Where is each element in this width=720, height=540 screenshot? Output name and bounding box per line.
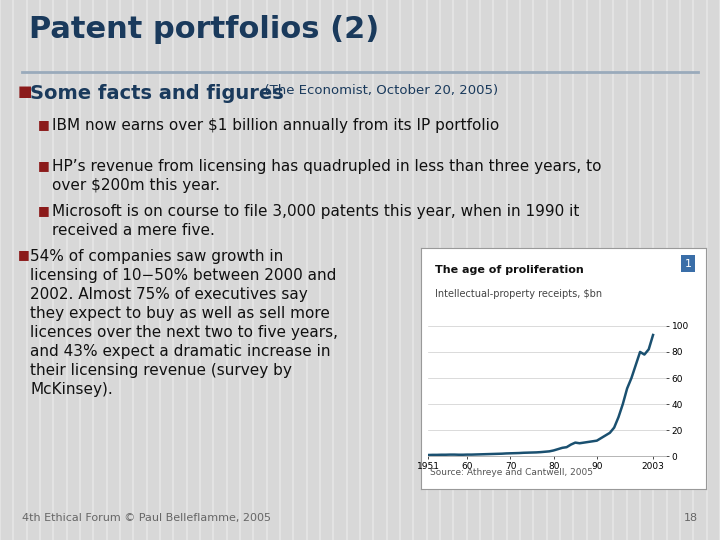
Text: (The Economist, October 20, 2005): (The Economist, October 20, 2005): [256, 84, 498, 97]
Text: ■: ■: [38, 159, 50, 172]
Text: Microsoft is on course to file 3,000 patents this year, when in 1990 it: Microsoft is on course to file 3,000 pat…: [52, 205, 580, 219]
Text: The age of proliferation: The age of proliferation: [435, 265, 584, 275]
Text: ■: ■: [18, 84, 32, 99]
Text: Intellectual-property receipts, $bn: Intellectual-property receipts, $bn: [435, 289, 603, 299]
Text: they expect to buy as well as sell more: they expect to buy as well as sell more: [30, 306, 330, 321]
Text: ■: ■: [38, 118, 50, 131]
Text: 1: 1: [685, 259, 692, 268]
Text: 2002. Almost 75% of executives say: 2002. Almost 75% of executives say: [30, 287, 307, 301]
Text: McKinsey).: McKinsey).: [30, 382, 113, 397]
Text: Patent portfolios (2): Patent portfolios (2): [29, 15, 379, 44]
Text: 18: 18: [684, 514, 698, 523]
Text: 4th Ethical Forum © Paul Belleflamme, 2005: 4th Ethical Forum © Paul Belleflamme, 20…: [22, 514, 271, 523]
Text: IBM now earns over $1 billion annually from its IP portfolio: IBM now earns over $1 billion annually f…: [52, 118, 499, 133]
Text: HP’s revenue from licensing has quadrupled in less than three years, to: HP’s revenue from licensing has quadrupl…: [52, 159, 601, 174]
Text: licensing of 10−50% between 2000 and: licensing of 10−50% between 2000 and: [30, 267, 336, 282]
Text: ■: ■: [18, 248, 30, 261]
Text: licences over the next two to five years,: licences over the next two to five years…: [30, 325, 338, 340]
Text: their licensing revenue (survey by: their licensing revenue (survey by: [30, 363, 292, 377]
Text: ■: ■: [38, 205, 50, 218]
Text: and 43% expect a dramatic increase in: and 43% expect a dramatic increase in: [30, 343, 330, 359]
Text: Some facts and figures: Some facts and figures: [30, 84, 284, 103]
Text: 54% of companies saw growth in: 54% of companies saw growth in: [30, 248, 283, 264]
Text: received a mere five.: received a mere five.: [52, 224, 215, 239]
Text: Source: Athreye and Cantwell, 2005: Source: Athreye and Cantwell, 2005: [431, 468, 593, 477]
Text: over $200m this year.: over $200m this year.: [52, 178, 220, 193]
